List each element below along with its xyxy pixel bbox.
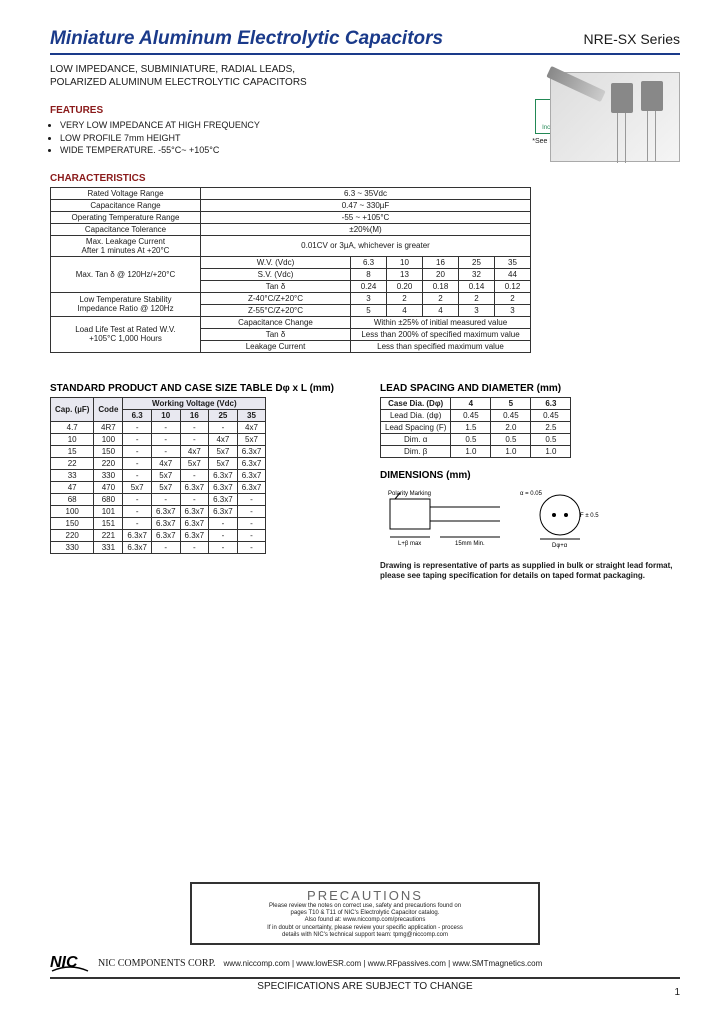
table-row: Max. Tan δ @ 120Hz/+20°C W.V. (Vdc) 6.31… bbox=[51, 256, 531, 268]
table-row: Capacitance Tolerance±20%(M) bbox=[51, 223, 531, 235]
dimensions-drawing: Polarity Marking α = 0.05 F ± 0.5 L+β ma… bbox=[380, 487, 600, 557]
subtitle-line2: POLARIZED ALUMINUM ELECTROLYTIC CAPACITO… bbox=[50, 77, 307, 88]
feature-item: LOW PROFILE 7mm HEIGHT bbox=[60, 132, 480, 145]
table-row: Rated Voltage Range6.3 ~ 35Vdc bbox=[51, 187, 531, 199]
dimensions-heading: DIMENSIONS (mm) bbox=[380, 470, 680, 481]
dimensions-note: Drawing is representative of parts as su… bbox=[380, 561, 680, 582]
corp-name: NIC COMPONENTS CORP. bbox=[98, 958, 216, 969]
table-row: 33330-5x7-6.3x76.3x7 bbox=[51, 469, 266, 481]
page-title: Miniature Aluminum Electrolytic Capacito… bbox=[50, 28, 443, 50]
table-row: 10100---4x75x7 bbox=[51, 433, 266, 445]
svg-text:15mm Min.: 15mm Min. bbox=[455, 541, 485, 547]
table-row: 15150--4x75x76.3x7 bbox=[51, 445, 266, 457]
table-row: Max. Leakage Current After 1 minutes At … bbox=[51, 235, 531, 256]
table-row: Cap. (µF)CodeWorking Voltage (Vdc) bbox=[51, 397, 266, 409]
right-column: LEAD SPACING AND DIAMETER (mm) Case Dia.… bbox=[380, 377, 680, 582]
table-row: 100101-6.3x76.3x76.3x7- bbox=[51, 505, 266, 517]
characteristics-table: Rated Voltage Range6.3 ~ 35Vdc Capacitan… bbox=[50, 187, 531, 353]
table-row: 22220-4x75x75x76.3x7 bbox=[51, 457, 266, 469]
table-row: Lead Dia. (dφ)0.450.450.45 bbox=[381, 409, 571, 421]
spec-change-note: SPECIFICATIONS ARE SUBJECT TO CHANGE bbox=[50, 981, 680, 992]
std-product-table: Cap. (µF)CodeWorking Voltage (Vdc) 6.310… bbox=[50, 397, 266, 554]
page-number: 1 bbox=[674, 987, 680, 998]
table-row: Capacitance Range0.47 ~ 330µF bbox=[51, 199, 531, 211]
table-row: Load Life Test at Rated W.V. +105°C 1,00… bbox=[51, 316, 531, 328]
features-list: VERY LOW IMPEDANCE AT HIGH FREQUENCY LOW… bbox=[50, 119, 480, 157]
table-row: 68680---6.3x7- bbox=[51, 493, 266, 505]
header-bar: Miniature Aluminum Electrolytic Capacito… bbox=[50, 28, 680, 55]
dim-label: Polarity Marking bbox=[388, 491, 431, 497]
footer: PRECAUTIONS Please review the notes on c… bbox=[50, 882, 680, 992]
table-row: Operating Temperature Range-55 ~ +105°C bbox=[51, 211, 531, 223]
features-heading: FEATURES bbox=[50, 105, 480, 116]
table-row: 4.74R7----4x7 bbox=[51, 421, 266, 433]
table-row: Case Dia. (Dφ)456.3 bbox=[381, 397, 571, 409]
footer-urls: www.niccomp.com | www.lowESR.com | www.R… bbox=[224, 959, 543, 968]
footer-row: NIC NIC COMPONENTS CORP. www.niccomp.com… bbox=[50, 951, 680, 979]
series-label: NRE-SX Series bbox=[584, 31, 680, 47]
table-row: Low Temperature Stability Impedance Rati… bbox=[51, 292, 531, 304]
precautions-box: PRECAUTIONS Please review the notes on c… bbox=[190, 882, 540, 945]
table-row: 150151-6.3x76.3x7-- bbox=[51, 517, 266, 529]
features-col: FEATURES VERY LOW IMPEDANCE AT HIGH FREQ… bbox=[50, 99, 480, 157]
svg-text:L+β max: L+β max bbox=[398, 541, 421, 547]
precautions-text: Please review the notes on correct use, … bbox=[202, 903, 528, 939]
table-row: 3303316.3x7---- bbox=[51, 541, 266, 553]
feature-item: VERY LOW IMPEDANCE AT HIGH FREQUENCY bbox=[60, 119, 480, 132]
table-row: 474705x75x76.3x76.3x76.3x7 bbox=[51, 481, 266, 493]
two-column-area: STANDARD PRODUCT AND CASE SIZE TABLE Dφ … bbox=[50, 377, 680, 582]
precautions-heading: PRECAUTIONS bbox=[202, 888, 528, 903]
product-photo bbox=[550, 72, 680, 162]
svg-text:F ± 0.5: F ± 0.5 bbox=[580, 513, 599, 519]
table-row: 2202216.3x76.3x76.3x7-- bbox=[51, 529, 266, 541]
lead-spacing-table: Case Dia. (Dφ)456.3 Lead Dia. (dφ)0.450.… bbox=[380, 397, 571, 458]
table-row: Dim. α0.50.50.5 bbox=[381, 433, 571, 445]
lead-table-heading: LEAD SPACING AND DIAMETER (mm) bbox=[380, 383, 680, 394]
left-column: STANDARD PRODUCT AND CASE SIZE TABLE Dφ … bbox=[50, 377, 350, 582]
nic-logo-icon: NIC bbox=[50, 951, 90, 975]
characteristics-heading: CHARACTERISTICS bbox=[50, 173, 680, 184]
table-row: Lead Spacing (F)1.52.02.5 bbox=[381, 421, 571, 433]
svg-text:Dφ+α: Dφ+α bbox=[552, 543, 568, 549]
table-row: Dim. β1.01.01.0 bbox=[381, 445, 571, 457]
subtitle-line1: LOW IMPEDANCE, SUBMINIATURE, RADIAL LEAD… bbox=[50, 64, 295, 75]
std-table-heading: STANDARD PRODUCT AND CASE SIZE TABLE Dφ … bbox=[50, 383, 350, 394]
feature-item: WIDE TEMPERATURE. -55°C~ +105°C bbox=[60, 144, 480, 157]
svg-text:NIC: NIC bbox=[50, 954, 78, 971]
svg-text:α = 0.05: α = 0.05 bbox=[520, 491, 543, 497]
